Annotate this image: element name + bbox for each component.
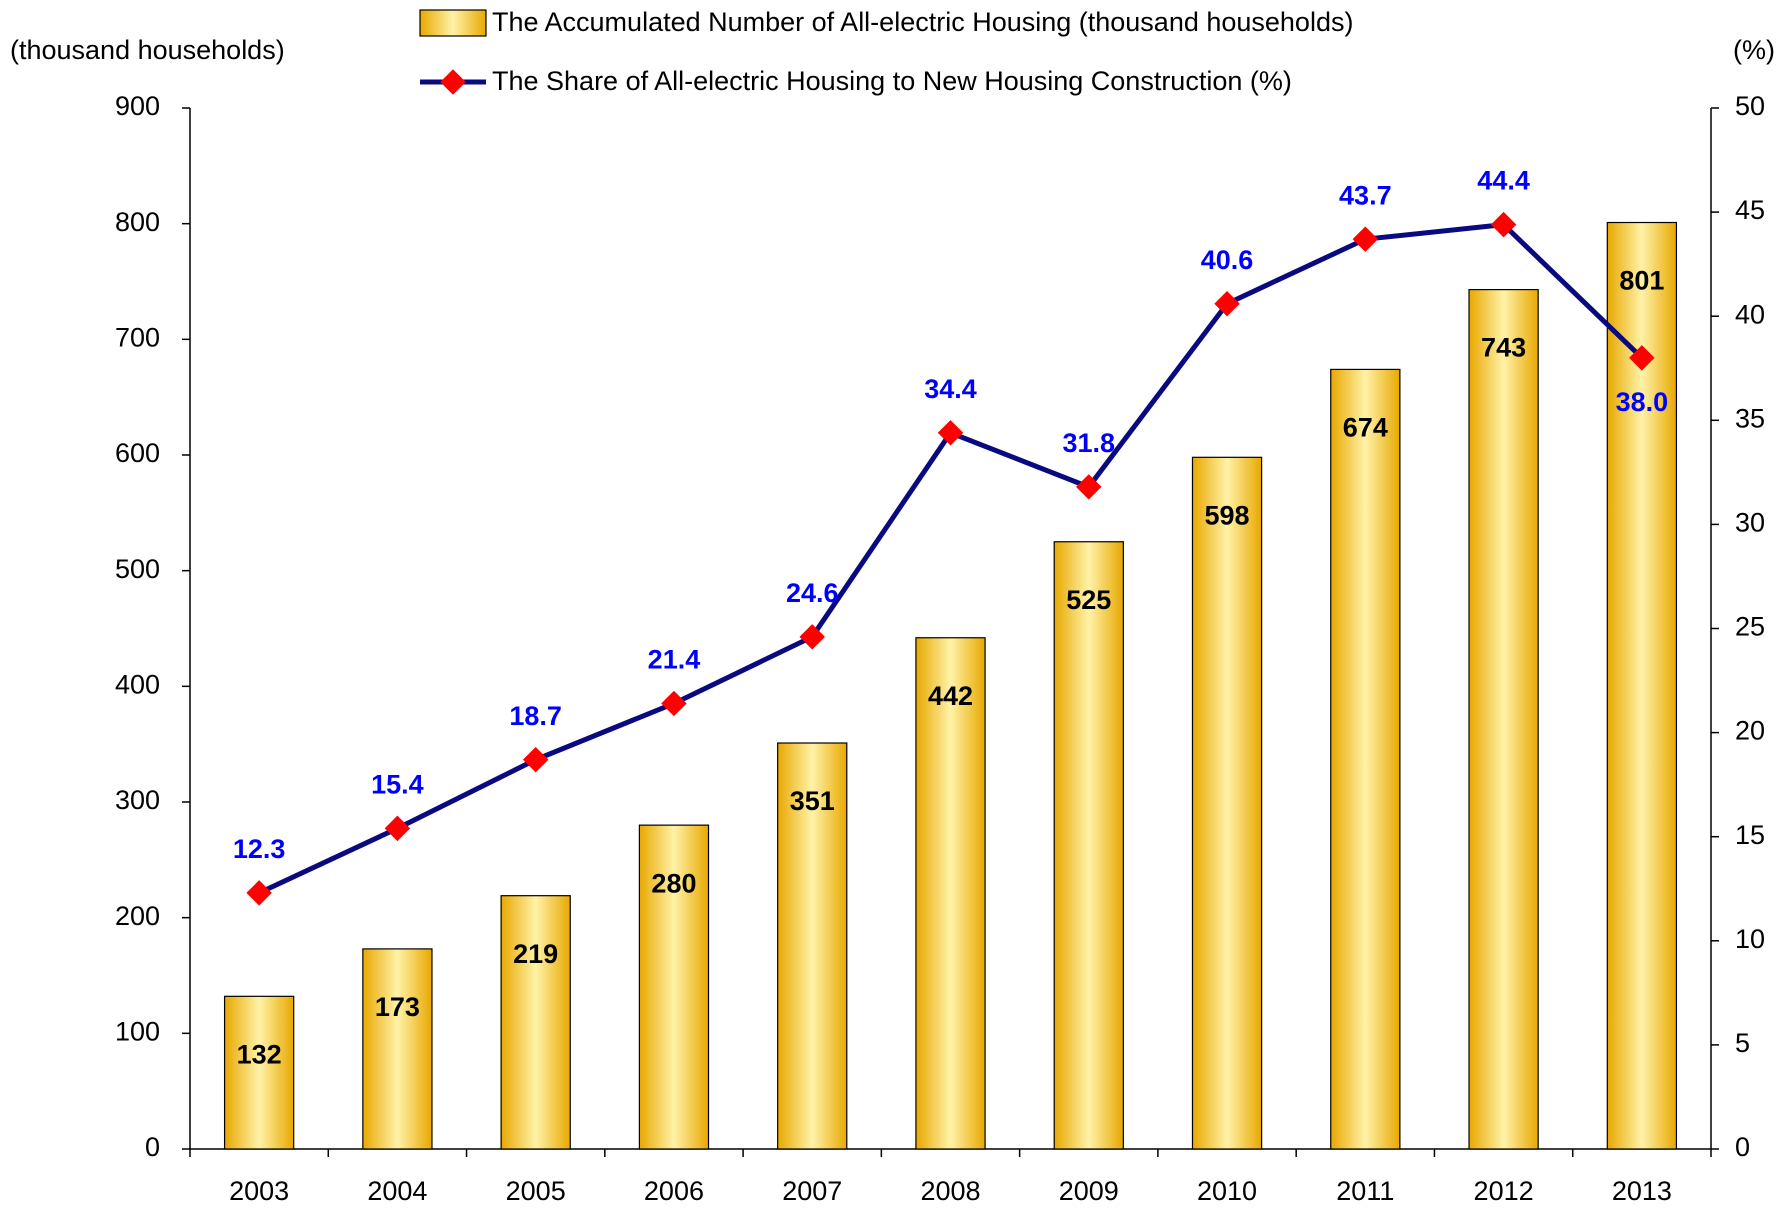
line-value-label: 34.4 <box>924 374 977 404</box>
y-tick-label: 800 <box>115 207 160 237</box>
bar-value-label: 132 <box>237 1039 282 1069</box>
x-tick-label: 2003 <box>229 1176 289 1206</box>
y-tick-label: 400 <box>115 669 160 699</box>
bar-value-label: 525 <box>1066 585 1111 615</box>
x-tick-label: 2013 <box>1612 1176 1672 1206</box>
y-axis-label: (thousand households) <box>10 35 285 65</box>
line-value-label: 43.7 <box>1339 180 1392 210</box>
line-value-label: 40.6 <box>1201 245 1254 275</box>
y2-axis-label: (%) <box>1733 35 1775 65</box>
y2-tick-label: 45 <box>1735 195 1765 225</box>
y-tick-label: 900 <box>115 91 160 121</box>
bar <box>638 824 710 1150</box>
legend-swatch <box>419 9 487 37</box>
line-value-label: 44.4 <box>1477 166 1530 196</box>
legend-marker <box>440 69 466 95</box>
y-tick-label: 100 <box>115 1016 160 1046</box>
x-tick-label: 2012 <box>1474 1176 1534 1206</box>
y2-tick-label: 35 <box>1735 403 1765 433</box>
y-tick-label: 700 <box>115 322 160 352</box>
y-tick-label: 0 <box>145 1132 160 1162</box>
line-marker <box>1352 226 1379 252</box>
y-tick-label: 200 <box>115 901 160 931</box>
y2-tick-label: 5 <box>1735 1028 1750 1058</box>
line-value-label: 18.7 <box>509 701 562 731</box>
bar-value-label: 743 <box>1481 333 1526 363</box>
x-tick-label: 2009 <box>1059 1176 1119 1206</box>
bar-value-label: 598 <box>1205 500 1250 530</box>
line-value-label: 15.4 <box>371 769 424 799</box>
line-value-label: 12.3 <box>233 834 286 864</box>
bar <box>500 895 571 1150</box>
y2-tick-label: 30 <box>1735 508 1765 538</box>
bar-value-label: 219 <box>513 939 558 969</box>
x-tick-label: 2010 <box>1197 1176 1257 1206</box>
y2-tick-label: 50 <box>1735 91 1765 121</box>
legend-label: The Share of All-electric Housing to New… <box>492 66 1292 96</box>
bar-value-label: 442 <box>928 681 973 711</box>
y2-tick-label: 20 <box>1735 716 1765 746</box>
y2-tick-label: 10 <box>1735 924 1765 954</box>
bar <box>1053 541 1124 1150</box>
y2-tick-label: 15 <box>1735 820 1765 850</box>
line-marker <box>799 624 825 650</box>
bar-value-label: 351 <box>790 786 835 816</box>
x-tick-label: 2011 <box>1336 1176 1394 1206</box>
line-marker <box>384 815 411 842</box>
y-tick-label: 300 <box>115 785 160 815</box>
y-tick-label: 600 <box>115 438 160 468</box>
y2-tick-label: 0 <box>1735 1132 1750 1162</box>
bar <box>915 637 986 1150</box>
bar <box>1191 456 1263 1150</box>
line-value-label: 31.8 <box>1062 428 1115 458</box>
line-marker <box>246 880 272 906</box>
bar <box>223 995 295 1150</box>
line-value-label: 21.4 <box>648 645 701 675</box>
x-tick-label: 2004 <box>367 1176 427 1206</box>
y2-tick-label: 25 <box>1735 612 1765 642</box>
bar-value-label: 280 <box>651 868 696 898</box>
line-value-label: 24.6 <box>786 578 839 608</box>
line-value-label: 38.0 <box>1616 387 1669 417</box>
bar <box>1330 368 1401 1150</box>
bar <box>362 948 433 1150</box>
line-marker <box>661 690 687 717</box>
bar <box>777 742 848 1150</box>
y2-tick-label: 40 <box>1735 299 1765 329</box>
x-tick-label: 2005 <box>506 1176 566 1206</box>
y-tick-label: 500 <box>115 554 160 584</box>
bar-value-label: 801 <box>1619 266 1664 296</box>
x-tick-label: 2008 <box>920 1176 980 1206</box>
legend-label: The Accumulated Number of All-electric H… <box>492 7 1353 37</box>
line-marker <box>937 420 964 446</box>
bar <box>1606 221 1678 1150</box>
line-marker <box>522 746 549 773</box>
x-tick-label: 2007 <box>782 1176 842 1206</box>
bar <box>1468 288 1539 1150</box>
bar-value-label: 674 <box>1343 413 1388 443</box>
x-tick-label: 2006 <box>644 1176 704 1206</box>
bar-value-label: 173 <box>375 992 420 1022</box>
